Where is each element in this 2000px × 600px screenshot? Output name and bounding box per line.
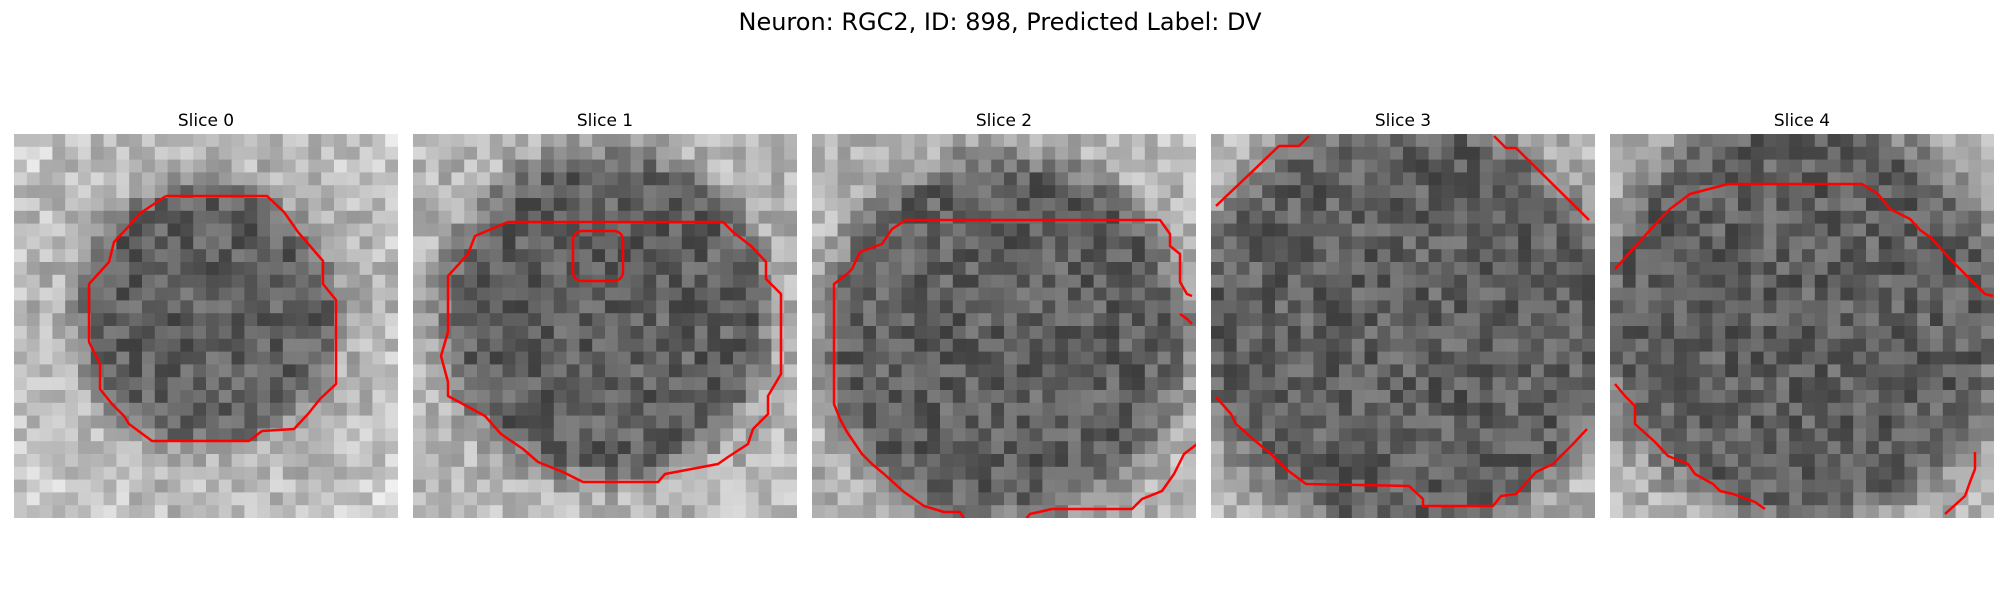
slice-title: Slice 4: [1773, 111, 1831, 131]
slice-panel-1: Slice 1: [413, 108, 797, 518]
pixel-grid: [1610, 134, 1994, 518]
figure-title: Neuron: RGC2, ID: 898, Predicted Label: …: [738, 8, 1262, 36]
pixel-grid: [1211, 134, 1595, 518]
slice-image-2: [812, 134, 1196, 518]
contour-outer: [439, 220, 783, 484]
contour-top: [1614, 182, 1994, 298]
contour-bottom-left: [1614, 383, 1766, 511]
contour-top-right: [1493, 135, 1590, 221]
slice-image-1: [413, 134, 797, 518]
contour-top-left: [1215, 135, 1310, 207]
slice-image-3: [1211, 134, 1595, 518]
slice-image-0: [14, 134, 398, 518]
slice-panel-0: Slice 0: [14, 108, 398, 518]
slice-title: Slice 2: [975, 111, 1033, 131]
pixel-grid: [14, 134, 398, 518]
contour-outer-left: [832, 218, 1196, 518]
pixel-grid: [812, 134, 1196, 518]
contour-bottom-right: [1944, 452, 1977, 515]
contour-outer: [906, 218, 1193, 298]
slice-panel-4: Slice 4: [1610, 108, 1994, 518]
slice-panel-3: Slice 3: [1211, 108, 1595, 518]
contour-right-fragment: [1179, 312, 1193, 325]
slice-image-4: [1610, 134, 1994, 518]
slice-title: Slice 0: [177, 111, 235, 131]
contour-outer: [87, 194, 338, 443]
pixel-grid: [413, 134, 797, 518]
slice-panel-2: Slice 2: [812, 108, 1196, 518]
contour-bottom: [1215, 396, 1588, 508]
contour-inner: [571, 229, 625, 283]
slice-title: Slice 1: [576, 111, 634, 131]
slice-title: Slice 3: [1374, 111, 1432, 131]
